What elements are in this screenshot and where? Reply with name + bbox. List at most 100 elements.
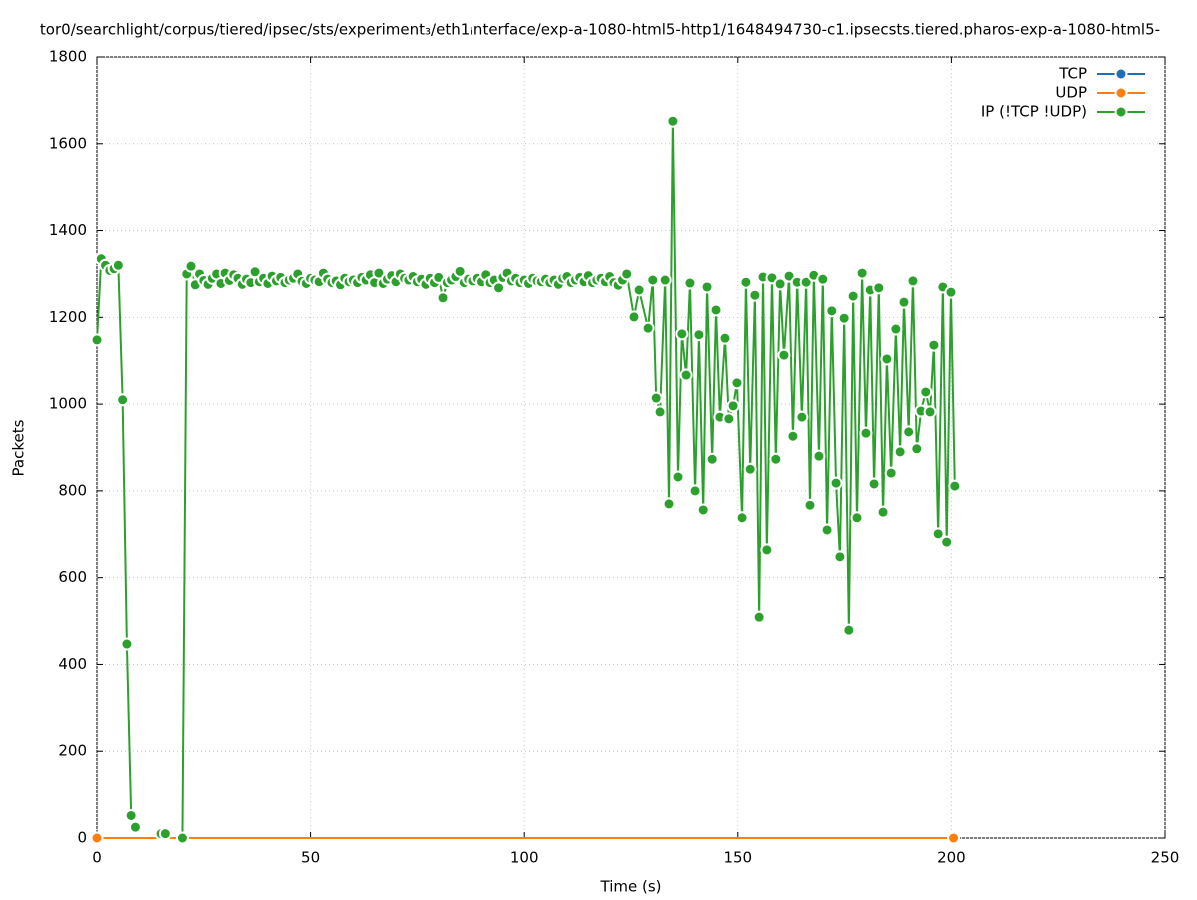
- data-point: [666, 114, 680, 128]
- data-point: [683, 276, 697, 290]
- y-tick-label: 1800: [49, 48, 87, 66]
- data-point: [184, 259, 198, 273]
- data-point: [671, 470, 685, 484]
- data-point: [829, 476, 843, 490]
- y-tick-label: 800: [58, 481, 87, 499]
- legend-label: IP (!TCP !UDP): [981, 103, 1087, 121]
- y-tick-label: 0: [77, 829, 87, 847]
- data-point: [158, 827, 172, 841]
- data-point: [718, 331, 732, 345]
- data-point: [646, 273, 660, 287]
- data-point: [90, 333, 104, 347]
- data-point: [726, 399, 740, 413]
- legend-label: TCP: [1058, 65, 1087, 83]
- data-point: [120, 637, 134, 651]
- legend-label: UDP: [1055, 84, 1087, 102]
- data-point: [902, 425, 916, 439]
- data-point: [910, 442, 924, 456]
- x-tick-label: 150: [723, 849, 752, 867]
- data-point: [372, 266, 386, 280]
- data-point: [867, 477, 881, 491]
- x-tick-label: 250: [1151, 849, 1180, 867]
- data-point: [931, 527, 945, 541]
- series-line: [96, 121, 956, 839]
- data-point: [944, 285, 958, 299]
- y-tick-label: 1200: [49, 308, 87, 326]
- data-point: [837, 311, 851, 325]
- data-point: [649, 391, 663, 405]
- data-point: [111, 258, 125, 272]
- data-point: [752, 610, 766, 624]
- data-point: [641, 321, 655, 335]
- data-point: [897, 295, 911, 309]
- data-point: [872, 281, 886, 295]
- data-point: [833, 550, 847, 564]
- data-point: [705, 452, 719, 466]
- data-point: [730, 376, 744, 390]
- data-point: [940, 535, 954, 549]
- data-point: [850, 511, 864, 525]
- data-point: [884, 466, 898, 480]
- data-point: [116, 393, 130, 407]
- y-tick-label: 200: [58, 742, 87, 760]
- legend-marker: [1114, 105, 1128, 119]
- data-point: [889, 322, 903, 336]
- x-tick-label: 0: [92, 849, 102, 867]
- data-point: [760, 543, 774, 557]
- x-tick-label: 50: [301, 849, 320, 867]
- data-point: [927, 338, 941, 352]
- data-point: [700, 280, 714, 294]
- y-tick-label: 1000: [49, 395, 87, 413]
- data-point: [722, 412, 736, 426]
- data-point: [769, 452, 783, 466]
- data-point: [876, 505, 890, 519]
- data-point: [739, 275, 753, 289]
- legend-marker: [1114, 67, 1128, 81]
- x-tick-label: 100: [510, 849, 539, 867]
- y-axis-label: Packets: [10, 419, 28, 476]
- y-tick-label: 600: [58, 568, 87, 586]
- data-point: [90, 831, 104, 845]
- data-point: [735, 511, 749, 525]
- data-point: [653, 405, 667, 419]
- y-tick-label: 400: [58, 655, 87, 673]
- plot-frame: [96, 56, 1166, 839]
- y-tick-label: 1600: [49, 134, 87, 152]
- data-point: [812, 449, 826, 463]
- data-point: [124, 808, 138, 822]
- x-axis-label: Time (s): [600, 878, 662, 896]
- x-tick-label: 200: [937, 849, 966, 867]
- data-point: [620, 267, 634, 281]
- data-point: [748, 288, 762, 302]
- data-point: [855, 266, 869, 280]
- data-point: [175, 831, 189, 845]
- data-point: [947, 831, 961, 845]
- data-point: [803, 498, 817, 512]
- data-point: [842, 623, 856, 637]
- data-point: [773, 277, 787, 291]
- data-point: [906, 274, 920, 288]
- legend-marker: [1114, 86, 1128, 100]
- data-point: [128, 820, 142, 834]
- y-tick-label: 1400: [49, 221, 87, 239]
- data-point: [688, 484, 702, 498]
- data-point: [859, 426, 873, 440]
- data-point: [820, 523, 834, 537]
- data-point: [743, 462, 757, 476]
- data-point: [923, 405, 937, 419]
- data-point: [795, 410, 809, 424]
- data-point: [846, 289, 860, 303]
- data-point: [696, 503, 710, 517]
- data-point: [825, 304, 839, 318]
- data-point: [632, 283, 646, 297]
- data-point: [816, 272, 830, 286]
- data-point: [658, 273, 672, 287]
- data-point: [786, 429, 800, 443]
- data-point: [893, 445, 907, 459]
- data-point: [492, 281, 506, 295]
- chart-title: tor0/searchlight/corpus/tiered/ipsec/sts…: [40, 21, 1160, 39]
- data-point: [679, 368, 693, 382]
- data-point: [662, 497, 676, 511]
